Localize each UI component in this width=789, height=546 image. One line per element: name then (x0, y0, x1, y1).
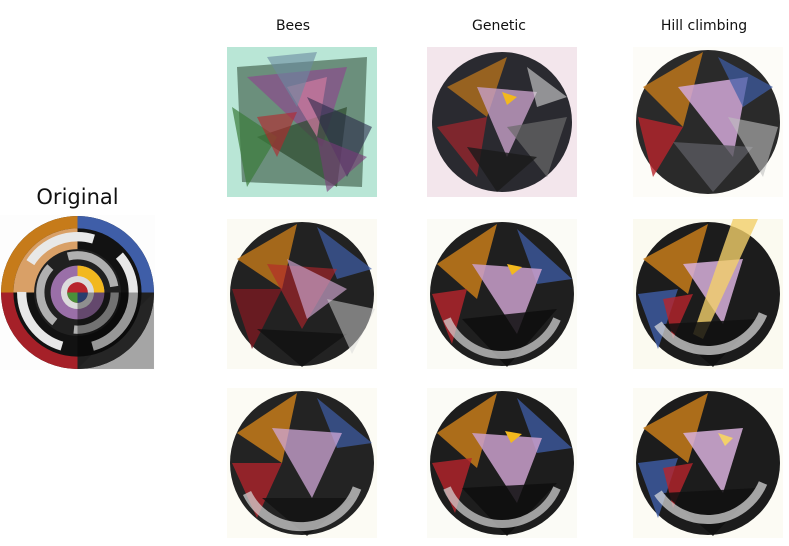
original-image (0, 215, 155, 370)
bees-result-3 (227, 388, 377, 538)
bees-result-2 (227, 219, 377, 369)
original-title: Original (0, 185, 155, 209)
genetic-result-1 (427, 47, 577, 197)
genetic-result-2 (427, 219, 577, 369)
hill-climbing-result-1 (633, 47, 783, 197)
column-header-hill-climbing: Hill climbing (629, 18, 779, 34)
column-header-bees: Bees (218, 18, 368, 34)
genetic-result-3 (427, 388, 577, 538)
bees-result-1 (227, 47, 377, 197)
hill-climbing-result-2 (633, 219, 783, 369)
hill-climbing-result-3 (633, 388, 783, 538)
column-header-genetic: Genetic (424, 18, 574, 34)
